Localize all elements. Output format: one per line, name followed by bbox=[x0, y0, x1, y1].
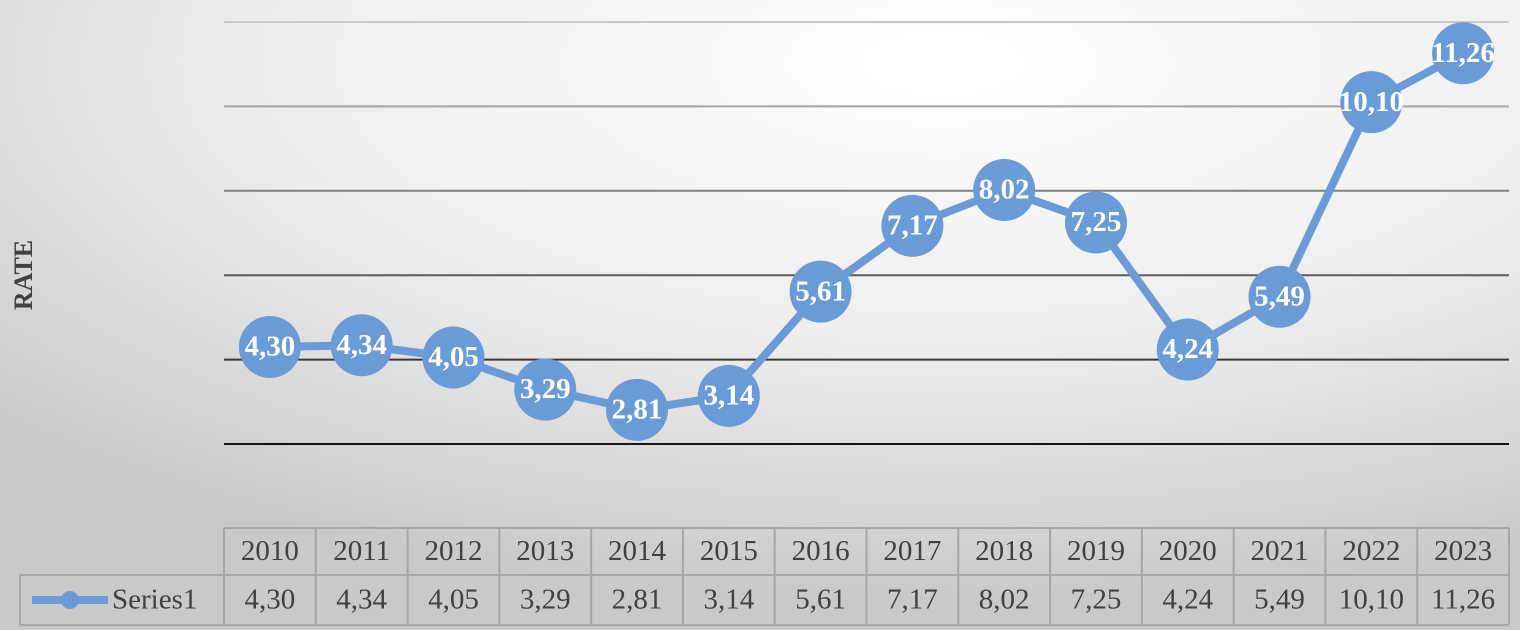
data-label: 7,17 bbox=[887, 209, 938, 241]
table-value: 5,49 bbox=[1254, 584, 1305, 616]
data-point bbox=[789, 260, 852, 323]
data-point bbox=[1432, 22, 1495, 85]
data-point bbox=[1340, 71, 1403, 134]
data-point bbox=[697, 364, 760, 427]
data-point bbox=[881, 194, 944, 257]
x-tick-label: 2013 bbox=[516, 535, 574, 567]
data-point bbox=[422, 326, 485, 389]
data-point bbox=[1248, 265, 1311, 328]
data-label: 7,25 bbox=[1071, 206, 1122, 238]
x-tick-label: 2022 bbox=[1342, 535, 1400, 567]
table-value: 7,17 bbox=[887, 584, 938, 616]
x-tick-label: 2012 bbox=[424, 535, 482, 567]
data-point bbox=[1064, 191, 1127, 254]
data-label: 11,26 bbox=[1431, 37, 1495, 69]
table-value: 5,61 bbox=[795, 584, 846, 616]
x-tick-label: 2023 bbox=[1434, 535, 1492, 567]
table-value: 7,25 bbox=[1071, 584, 1122, 616]
data-label: 4,24 bbox=[1162, 333, 1213, 365]
data-point bbox=[238, 315, 301, 378]
table-value: 11,26 bbox=[1431, 584, 1495, 616]
table-value: 4,05 bbox=[428, 584, 479, 616]
table-value: 2,81 bbox=[612, 584, 663, 616]
x-tick-label: 2016 bbox=[792, 535, 850, 567]
data-point bbox=[1156, 318, 1219, 381]
legend-label: Series1 bbox=[112, 584, 197, 616]
data-label: 10,10 bbox=[1339, 86, 1404, 118]
y-axis-title: RATE bbox=[9, 240, 38, 310]
table-value: 3,29 bbox=[520, 584, 571, 616]
data-label: 4,05 bbox=[428, 341, 479, 373]
x-tick-label: 2018 bbox=[975, 535, 1033, 567]
x-tick-label: 2015 bbox=[700, 535, 758, 567]
data-label: 4,34 bbox=[336, 329, 387, 361]
data-point bbox=[330, 314, 393, 377]
legend-marker bbox=[61, 591, 79, 609]
data-point bbox=[606, 378, 669, 441]
table-value: 4,30 bbox=[245, 584, 296, 616]
data-label: 8,02 bbox=[979, 174, 1030, 206]
data-label: 2,81 bbox=[612, 393, 663, 425]
x-tick-label: 2010 bbox=[241, 535, 299, 567]
data-point bbox=[973, 158, 1036, 221]
data-point bbox=[514, 358, 577, 421]
x-tick-label: 2021 bbox=[1251, 535, 1309, 567]
x-tick-label: 2014 bbox=[608, 535, 667, 567]
table-value: 4,24 bbox=[1162, 584, 1213, 616]
data-label: 3,14 bbox=[703, 380, 754, 412]
table-value: 4,34 bbox=[336, 584, 387, 616]
x-tick-label: 2019 bbox=[1067, 535, 1125, 567]
x-tick-label: 2020 bbox=[1159, 535, 1217, 567]
table-value: 3,14 bbox=[703, 584, 754, 616]
data-label: 3,29 bbox=[520, 373, 571, 405]
x-tick-label: 2017 bbox=[883, 535, 941, 567]
table-value: 8,02 bbox=[979, 584, 1030, 616]
data-label: 5,49 bbox=[1254, 280, 1305, 312]
table-value: 10,10 bbox=[1339, 584, 1404, 616]
x-tick-label: 2011 bbox=[333, 535, 390, 567]
data-label: 5,61 bbox=[795, 275, 846, 307]
data-label: 4,30 bbox=[245, 331, 296, 363]
